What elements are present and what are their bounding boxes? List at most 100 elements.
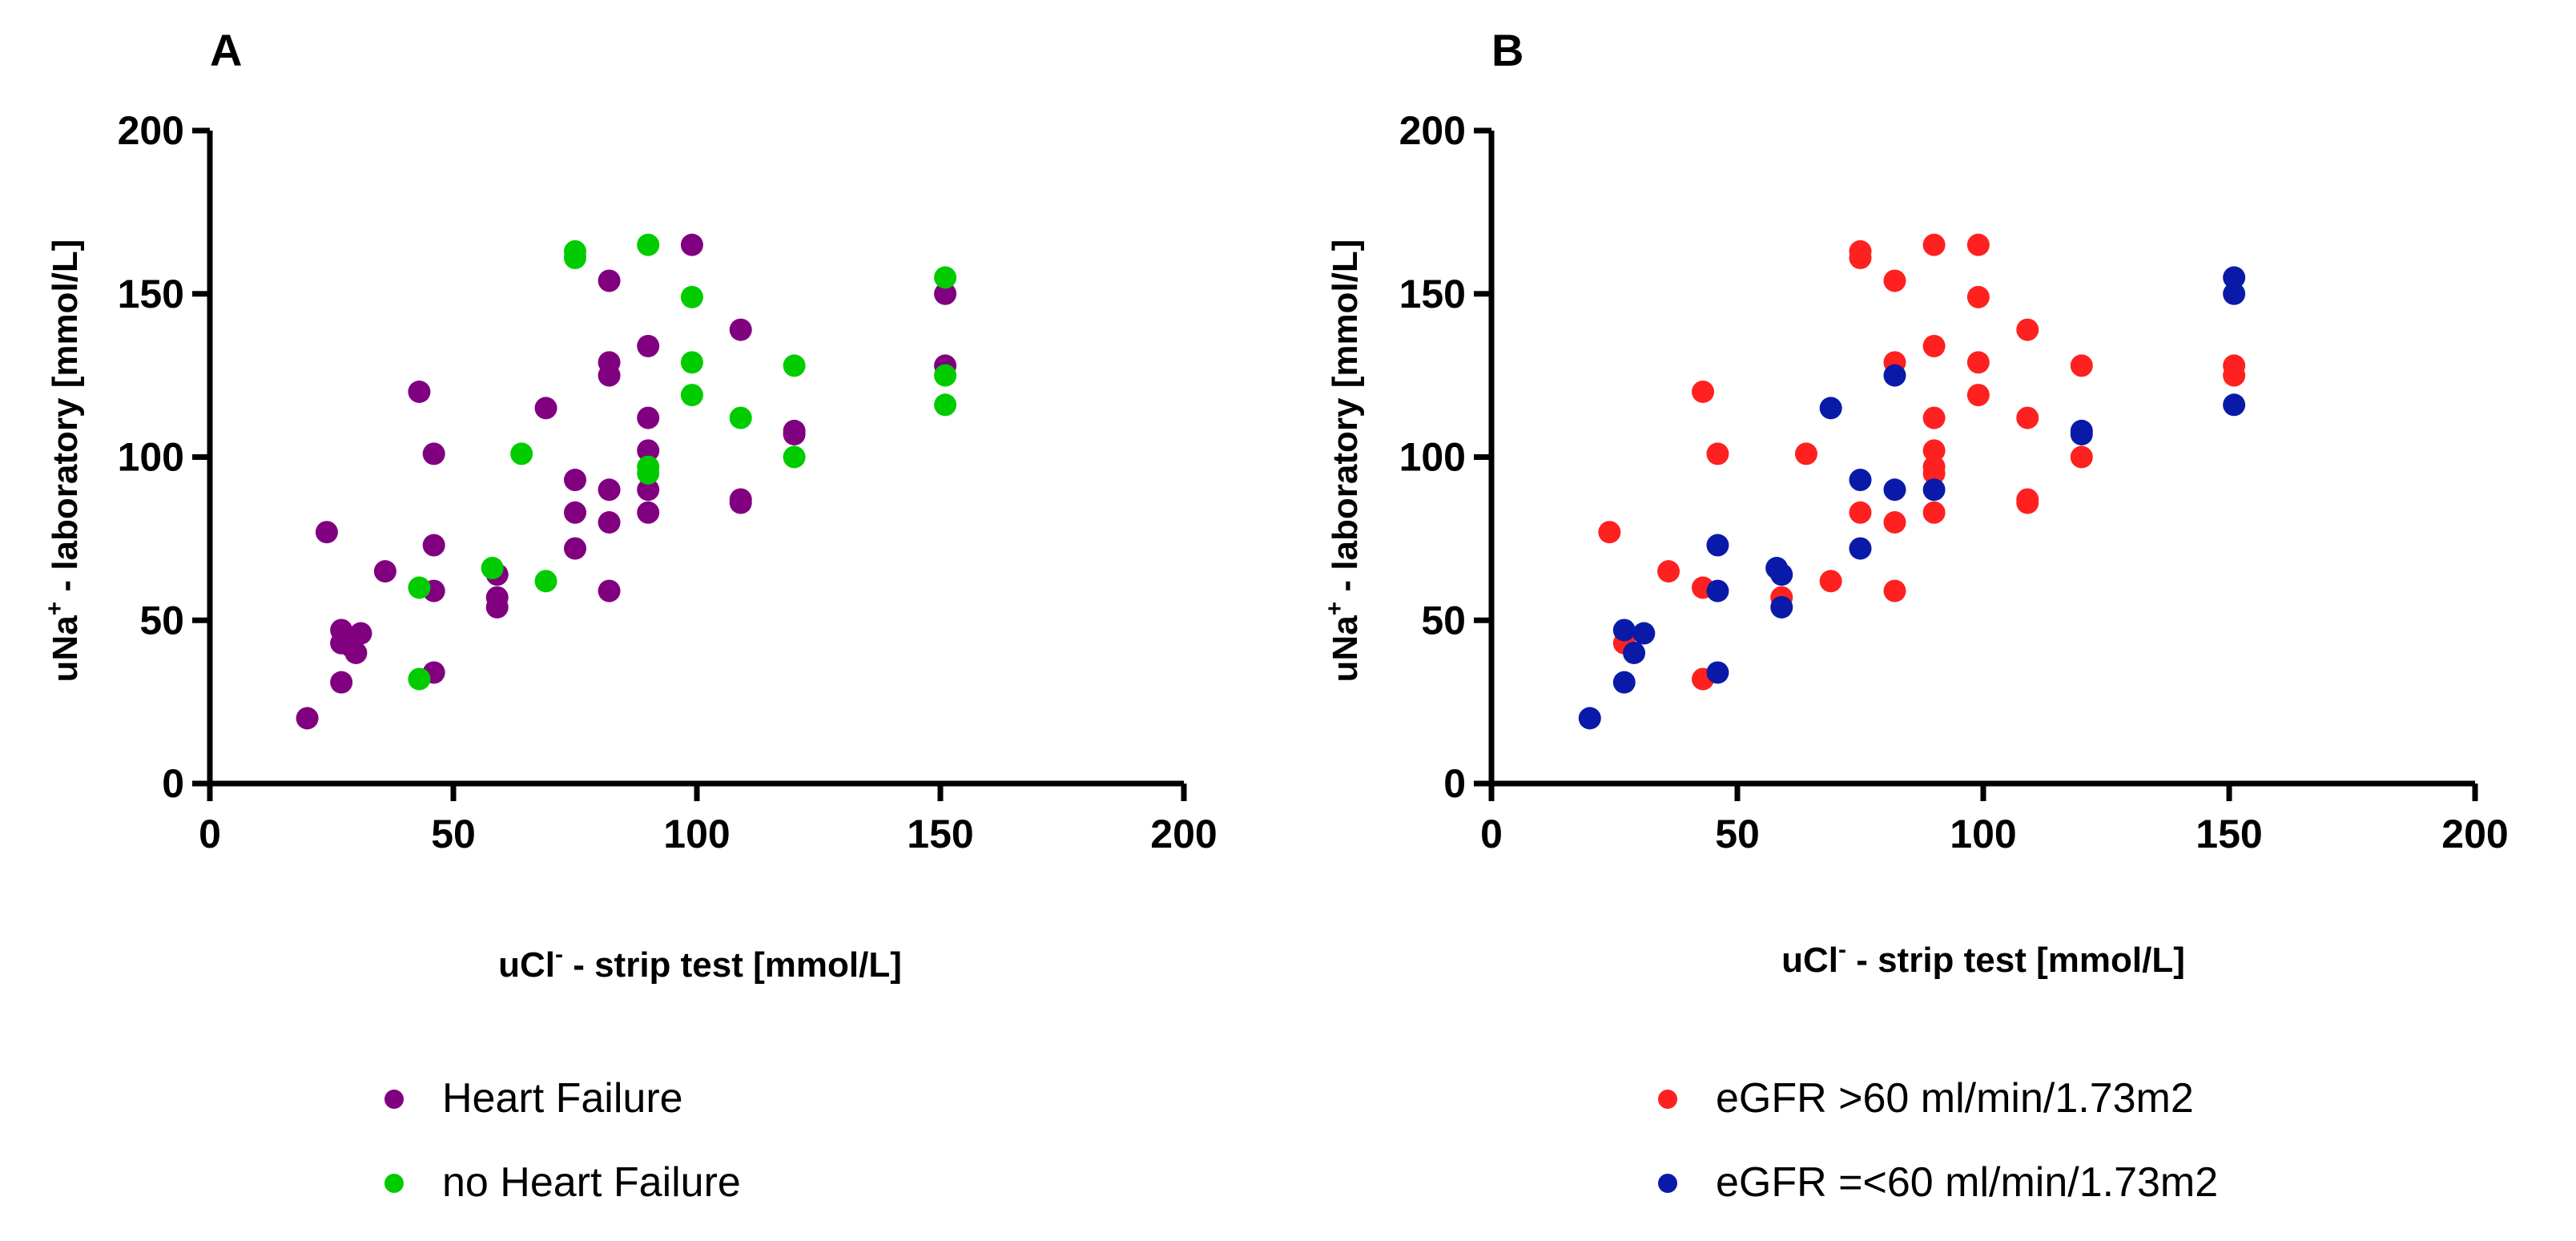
panel-b-y-tick-label: 200 <box>1399 108 1466 153</box>
panel-a-series-0-point <box>637 406 660 429</box>
panel-a-series-0-point <box>934 282 957 305</box>
panel-b-series-1-point <box>1706 534 1729 557</box>
panel-b-series-1-point <box>1819 397 1842 420</box>
panel-a-series-1-point <box>680 351 703 374</box>
panel-b-series-0-point <box>1598 521 1621 544</box>
panel-a-legend-label-1: no Heart Failure <box>442 1159 741 1206</box>
panel-a-series-0-point <box>408 381 431 403</box>
panel-a-legend: Heart Failure no Heart Failure <box>384 1075 741 1206</box>
panel-a-series-0-point <box>729 318 752 341</box>
panel-b-series-0-point <box>1966 384 1990 407</box>
panel-a-series-0-point <box>485 595 509 618</box>
panel-a-series-0-point <box>564 469 586 492</box>
panel-b-series-0-point <box>2016 491 2039 514</box>
panel-b-legend-marker-1 <box>1658 1174 1677 1193</box>
panel-a-x-tick-label: 50 <box>431 812 476 856</box>
panel-a-series-0-point <box>598 269 621 292</box>
panel-b-series-1-point <box>1612 671 1636 694</box>
panel-a-series-1-point <box>637 461 660 485</box>
panel-b-series-0-point <box>1883 579 1906 602</box>
panel-a-series-0-point <box>637 439 660 462</box>
panel-a-y-tick-label: 200 <box>118 108 184 153</box>
panel-b-series-0-point <box>1849 501 1872 524</box>
panel-b-x-tick-label: 150 <box>2196 812 2262 856</box>
panel-a-series-1-point <box>408 576 431 599</box>
panel-b-series-0-point <box>1794 442 1817 465</box>
panel-a-points <box>296 233 957 730</box>
panel-b-x-tick-label: 200 <box>2441 812 2508 856</box>
panel-b-series-0-point <box>2016 318 2039 341</box>
panel-b-y-tick-label: 100 <box>1399 435 1466 480</box>
panel-a-series-0-point <box>598 579 621 602</box>
panel-b-series-0-point <box>2223 364 2246 387</box>
panel-a-series-1-point <box>481 557 504 580</box>
panel-a-series-0-point <box>637 478 660 502</box>
panel-a-series-1-point <box>783 445 806 469</box>
panel-b-series-0-point <box>1922 501 1946 524</box>
panel-b-series-0-point <box>2070 445 2093 469</box>
panel-a-series-0-point <box>422 534 445 557</box>
panel-b-series-1-point <box>1623 642 1646 664</box>
panel-a-y-tick-label: 0 <box>162 761 184 806</box>
panel-b-series-0-point <box>1922 406 1946 429</box>
panel-b-series-1-point <box>1706 661 1729 684</box>
panel-a-series-1-point <box>729 406 752 429</box>
panel-a-series-0-point <box>344 642 368 664</box>
panel-b-legend-label-0: eGFR >60 ml/min/1.73m2 <box>1716 1075 2194 1122</box>
panel-a-legend-marker-1 <box>384 1174 404 1193</box>
panel-b-series-1-point <box>2223 282 2246 305</box>
panel-b-legend: eGFR >60 ml/min/1.73m2 eGFR =<60 ml/min/1… <box>1658 1075 2218 1206</box>
panel-a-series-0-point <box>534 397 557 420</box>
panel-a-y-tick-label: 50 <box>139 598 184 643</box>
panel-b-x-axis-title: uCl- - strip test [mmol/L] <box>1781 937 2185 980</box>
panel-b: B 0 50 100 150 200 0 50 100 150 200 uCl- - strip … <box>1322 25 2509 1206</box>
panel-a-series-1-point <box>934 266 957 289</box>
panel-b-series-0-point <box>1883 511 1906 534</box>
panel-b-series-0-point <box>1657 560 1680 583</box>
panel-a-legend-label-0: Heart Failure <box>442 1075 683 1122</box>
panel-b-series-0-point <box>1922 334 1946 357</box>
panel-a-series-1-point <box>680 285 703 308</box>
panel-b-series-1-point <box>1706 579 1729 602</box>
panel-b-series-0-point <box>2016 406 2039 429</box>
panel-b-series-0-point <box>1849 246 1872 269</box>
panel-a-series-0-point <box>296 707 319 730</box>
panel-b-series-1-point <box>1849 469 1872 492</box>
panel-b-series-0-point <box>1883 269 1906 292</box>
panel-b-series-0-point <box>1966 233 1990 256</box>
panel-b-series-1-point <box>1883 478 1906 502</box>
panel-a-series-1-point <box>408 667 431 691</box>
panel-b-series-0-point <box>2070 354 2093 377</box>
panel-b-series-1-point <box>2223 393 2246 417</box>
panel-b-series-1-point <box>1578 707 1601 730</box>
panel-a-series-1-point <box>934 364 957 387</box>
panel-a: A 0 50 100 150 200 0 50 100 150 200 uCl- - strip … <box>42 25 1218 1206</box>
panel-b-series-1-point <box>1770 595 1793 618</box>
panel-b-series-0-point <box>1922 461 1946 485</box>
panel-b-series-1-point <box>1612 618 1636 642</box>
panel-b-y-axis-title: uNa+ - laboratory [mmol/L] <box>1322 240 1365 683</box>
panel-a-series-0-point <box>637 334 660 357</box>
panel-b-series-0-point <box>1922 439 1946 462</box>
panel-b-x-tick-label: 0 <box>1480 812 1503 856</box>
panel-a-series-0-point <box>315 521 338 544</box>
panel-a-series-0-point <box>422 442 445 465</box>
panel-a-legend-marker-0 <box>384 1090 404 1109</box>
panel-b-series-1-point <box>1770 563 1793 586</box>
panel-b-series-0-point <box>1819 570 1842 593</box>
panel-a-x-tick-label: 150 <box>907 812 973 856</box>
panel-a-series-0-point <box>564 537 586 560</box>
panel-a-series-1-point <box>637 233 660 256</box>
panel-a-x-tick-label: 100 <box>663 812 730 856</box>
panel-b-x-tick-label: 100 <box>1950 812 2016 856</box>
panel-b-series-1-point <box>1922 478 1946 502</box>
panel-b-series-1-point <box>1883 364 1906 387</box>
panel-a-y-axis-title: uNa+ - laboratory [mmol/L] <box>42 240 85 683</box>
panel-a-series-1-point <box>680 384 703 407</box>
panel-a-axes: 0 50 100 150 200 0 50 100 150 200 <box>118 108 1218 856</box>
panel-b-points <box>1578 233 2246 730</box>
panel-b-x-tick-label: 50 <box>1715 812 1760 856</box>
panel-a-series-0-point <box>598 511 621 534</box>
panel-b-series-0-point <box>1692 381 1715 403</box>
